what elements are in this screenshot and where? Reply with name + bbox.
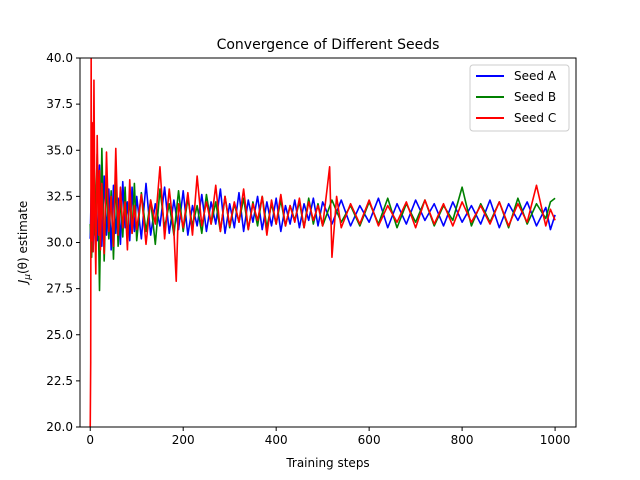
x-axis-label: Training steps [285, 456, 369, 470]
x-tick-label: 400 [265, 433, 288, 447]
x-tick-label: 1000 [540, 433, 571, 447]
x-axis: 0 200 400 600 800 1000 [86, 427, 570, 447]
x-tick-label: 800 [451, 433, 474, 447]
x-tick-label: 0 [86, 433, 94, 447]
legend-label-seed-b: Seed B [514, 90, 556, 104]
chart-title: Convergence of Different Seeds [217, 37, 440, 53]
legend: Seed A Seed B Seed C [469, 64, 570, 132]
y-tick-label: 35.0 [46, 143, 73, 157]
y-tick-label: 37.5 [46, 97, 73, 111]
y-tick-label: 22.5 [46, 374, 73, 388]
legend-label-seed-a: Seed A [514, 69, 557, 83]
series-group [89, 58, 556, 427]
x-tick-label: 600 [358, 433, 381, 447]
y-tick-label: 40.0 [46, 51, 73, 65]
legend-box [469, 64, 570, 132]
y-axis-label-suffix: (θ) estimate [16, 201, 30, 274]
y-tick-label: 25.0 [46, 328, 73, 342]
x-tick-label: 200 [172, 433, 195, 447]
y-axis-label: Jμ(θ) estimate [16, 201, 33, 286]
legend-label-seed-c: Seed C [514, 111, 556, 125]
y-tick-label: 20.0 [46, 420, 73, 434]
y-tick-label: 27.5 [46, 282, 73, 296]
y-axis: 20.0 22.5 25.0 27.5 30.0 32.5 35.0 37.5 40.0 [46, 51, 80, 434]
y-axis-label-prefix: J [16, 279, 30, 285]
y-tick-label: 30.0 [46, 236, 73, 250]
y-tick-label: 32.5 [46, 189, 73, 203]
y-axis-label-sub: μ [23, 274, 33, 281]
series-line-seed-c [89, 58, 556, 427]
